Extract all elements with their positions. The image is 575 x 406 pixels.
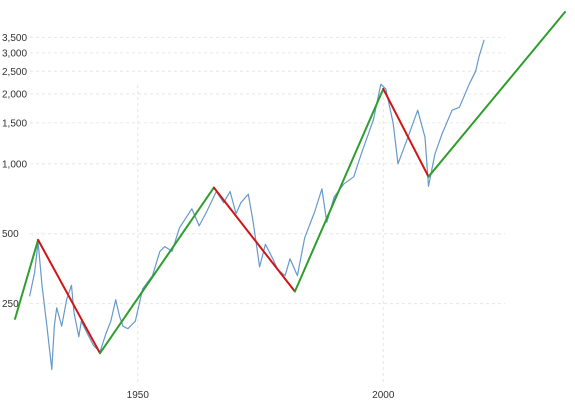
grid bbox=[30, 36, 505, 385]
y-tick-label: 250 bbox=[2, 299, 19, 310]
y-tick-label: 500 bbox=[2, 229, 19, 240]
downtrend-line bbox=[37, 238, 101, 355]
uptrend-line bbox=[99, 186, 215, 355]
index-price-line bbox=[29, 39, 485, 371]
uptrend-line bbox=[14, 238, 40, 320]
y-tick-label: 2,500 bbox=[2, 67, 27, 78]
y-tick-label: 3,500 bbox=[2, 33, 27, 44]
y-tick-label: 1,500 bbox=[2, 118, 27, 129]
y-tick-label: 1,000 bbox=[2, 159, 27, 170]
downtrend-line bbox=[212, 186, 296, 293]
downtrend-line bbox=[382, 87, 430, 178]
y-tick-label: 3,000 bbox=[2, 48, 27, 59]
y-tick-label: 2,000 bbox=[2, 89, 27, 100]
tick-labels: 250 500 1,000 1,500 2,000 2,500 3,000 3,500 1950… bbox=[2, 33, 395, 401]
uptrend-line bbox=[293, 87, 385, 293]
x-tick-label: 2000 bbox=[372, 390, 395, 401]
uptrend-line bbox=[427, 11, 566, 178]
x-tick-label: 1950 bbox=[127, 390, 150, 401]
series-lines bbox=[14, 11, 566, 371]
